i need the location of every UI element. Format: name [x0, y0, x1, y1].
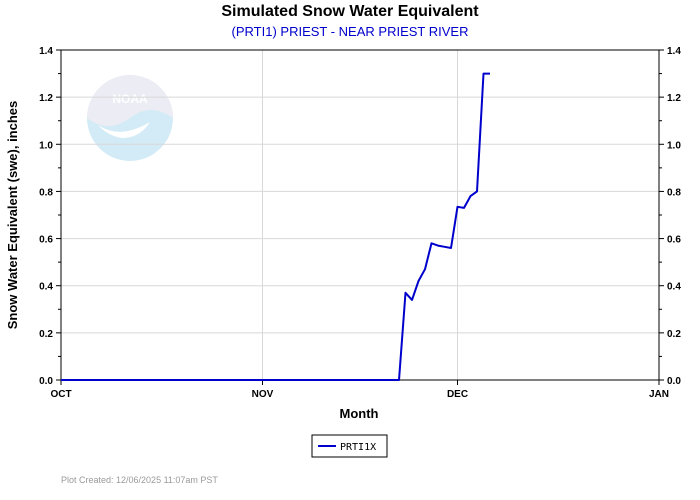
- x-axis-title: Month: [340, 406, 379, 421]
- legend-box: [311, 434, 388, 458]
- y-tick-label: 1.4: [39, 46, 53, 57]
- legend-label: PRTI1X: [340, 442, 376, 453]
- y-axis-left: 0.0 0.2 0.4 0.6 0.8 1.0 1.2 1.4: [39, 46, 61, 387]
- y-axis-title: Snow Water Equivalent (swe), inches: [5, 101, 20, 330]
- y-tick-label: 0.2: [39, 329, 53, 340]
- legend: PRTI1X: [311, 434, 388, 458]
- plot-created-text: Plot Created: 12/06/2025 11:07am PST: [61, 475, 218, 485]
- y-tick-label: 1.0: [39, 140, 53, 151]
- y-tick-label-right: 1.0: [667, 140, 681, 151]
- x-tick-label: DEC: [447, 389, 468, 400]
- y-tick-label-right: 0.8: [667, 187, 681, 198]
- series-line-prti1x: [61, 72, 490, 381]
- x-tick-label: OCT: [50, 389, 71, 400]
- y-tick-label: 0.4: [39, 282, 53, 293]
- y-tick-label-right: 0.0: [667, 376, 681, 387]
- grid: [61, 50, 659, 380]
- y-axis-right: 0.0 0.2 0.4 0.6 0.8 1.0 1.2 1.4: [659, 46, 681, 387]
- chart-title: Simulated Snow Water Equivalent: [221, 3, 479, 20]
- y-tick-label-right: 0.2: [667, 329, 681, 340]
- y-tick-label: 0.0: [39, 376, 53, 387]
- x-axis: OCT NOV DEC JAN: [50, 380, 669, 400]
- y-tick-label: 1.2: [39, 93, 53, 104]
- chart-subtitle: (PRTI1) PRIEST - NEAR PRIEST RIVER: [232, 24, 469, 39]
- y-tick-label-right: 0.4: [667, 282, 681, 293]
- y-tick-label: 0.8: [39, 187, 53, 198]
- x-tick-label: NOV: [252, 389, 274, 400]
- x-tick-label: JAN: [649, 389, 669, 400]
- noaa-logo: NOAA: [87, 75, 173, 161]
- y-tick-label-right: 1.4: [667, 46, 681, 57]
- y-tick-label-right: 0.6: [667, 235, 681, 246]
- noaa-logo-text: NOAA: [112, 92, 148, 106]
- series-layer: [61, 72, 490, 381]
- y-tick-label-right: 1.2: [667, 93, 681, 104]
- y-tick-label: 0.6: [39, 235, 53, 246]
